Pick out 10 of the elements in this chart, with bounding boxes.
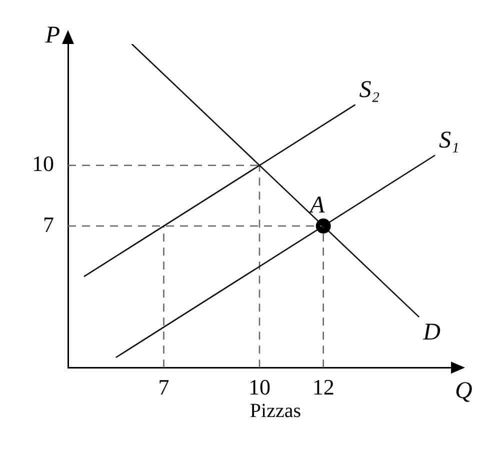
series-label: A [308,192,325,218]
x-tick-label: 12 [312,374,334,400]
x-axis-title: Q [455,378,472,404]
x-tick-label: 10 [248,374,270,400]
x-tick-label: 7 [158,374,170,400]
text: Pizzas [250,400,302,422]
series-label: S₁ [439,128,460,154]
series-label: D [422,319,440,346]
series-label: S₂ [359,76,380,103]
y-axis-title: P [44,22,60,48]
